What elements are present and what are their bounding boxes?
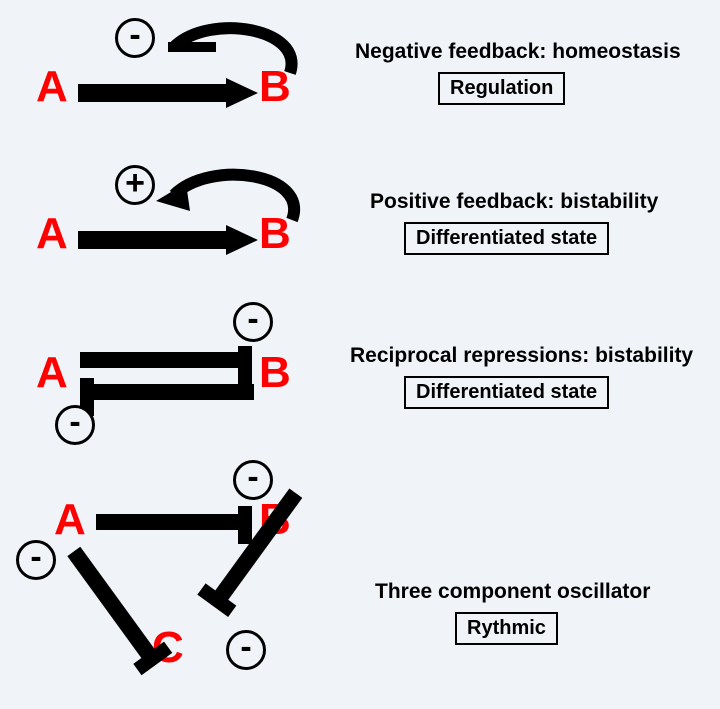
box-3: Differentiated state xyxy=(404,376,609,409)
sign-neg-4c: - xyxy=(226,630,266,670)
inhibit-c-to-a-4 xyxy=(52,544,172,664)
title-3: Reciprocal repressions: bistability xyxy=(350,344,693,368)
sign-neg-4b: - xyxy=(233,460,273,500)
inhibit-a-to-b-4 xyxy=(96,506,256,546)
sign-neg-3b: - xyxy=(55,405,95,445)
node-a-3: A xyxy=(36,348,68,398)
node-b-3: B xyxy=(259,348,291,398)
sign-neg-3b-label: - xyxy=(69,405,80,439)
inhibit-b-to-a-3 xyxy=(80,378,255,418)
sign-neg-1-label: - xyxy=(129,18,140,52)
curve-b-to-a-inhibit xyxy=(150,18,310,78)
title-4: Three component oscillator xyxy=(375,580,650,604)
curve-b-self-activate xyxy=(150,165,320,231)
node-a-2: A xyxy=(36,209,68,259)
sign-neg-1: - xyxy=(115,18,155,58)
title-1: Negative feedback: homeostasis xyxy=(355,40,681,64)
sign-neg-3a-label: - xyxy=(247,302,258,336)
arrow-a-to-b-1 xyxy=(78,78,258,108)
title-2: Positive feedback: bistability xyxy=(370,190,658,214)
sign-pos-2-label: + xyxy=(125,166,145,200)
sign-pos-2: + xyxy=(115,165,155,205)
sign-neg-4c-label: - xyxy=(240,630,251,664)
box-1: Regulation xyxy=(438,72,565,105)
sign-neg-3a: - xyxy=(233,302,273,342)
node-a-4: A xyxy=(54,495,86,545)
sign-neg-4b-label: - xyxy=(247,460,258,494)
sign-neg-4a-label: - xyxy=(30,540,41,574)
box-2: Differentiated state xyxy=(404,222,609,255)
sign-neg-4a: - xyxy=(16,540,56,580)
node-a-1: A xyxy=(36,62,68,112)
box-4: Rythmic xyxy=(455,612,558,645)
